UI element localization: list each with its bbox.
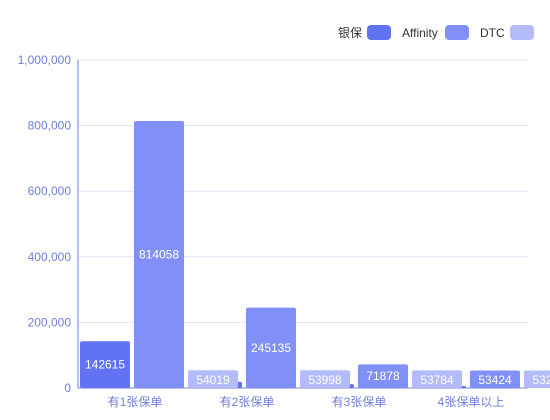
- bar: [188, 370, 238, 388]
- bar: [134, 120, 184, 388]
- bar: [246, 307, 296, 388]
- y-tick-label: 800,000: [28, 119, 72, 133]
- y-tick-label: 1,000,000: [18, 53, 72, 67]
- legend-swatch: [445, 25, 469, 40]
- bar: [524, 370, 550, 388]
- x-axis: 有1张保单 有2张保单 有3张保单 4张保单以上: [108, 395, 505, 409]
- y-tick-label: 200,000: [28, 315, 72, 329]
- bar: [412, 370, 462, 388]
- y-tick-label: 400,000: [28, 250, 72, 264]
- bar: [300, 370, 350, 388]
- x-category-label: 有3张保单: [332, 395, 387, 409]
- legend-label: 银保: [338, 26, 362, 40]
- legend-label: DTC: [480, 26, 505, 40]
- bar-series: [80, 120, 550, 388]
- legend: 银保 Affinity DTC: [338, 25, 534, 40]
- bar-data-label: 54019: [196, 373, 230, 387]
- bar-data-label: 53784: [420, 373, 454, 387]
- legend-swatch: [367, 25, 391, 40]
- bar-data-label: 71878: [366, 369, 400, 383]
- y-axis: 0 200,000 400,000 600,000 800,000 1,000,000: [18, 53, 528, 395]
- legend-label: Affinity: [402, 26, 438, 40]
- y-tick-label: 600,000: [28, 184, 72, 198]
- bar: [358, 364, 408, 388]
- bar-data-label: 53998: [308, 373, 342, 387]
- x-category-label: 有1张保单: [108, 395, 163, 409]
- bar: [80, 341, 130, 388]
- bar-data-label: 142615: [85, 358, 125, 372]
- bar-data-label: 814058: [139, 247, 179, 261]
- legend-swatch: [510, 25, 534, 40]
- bar-data-label: 53224: [532, 373, 550, 387]
- bar: [470, 370, 520, 388]
- x-category-label: 4张保单以上: [438, 395, 505, 409]
- bar-data-label: 53424: [478, 373, 512, 387]
- bar-data-label: 245135: [251, 341, 291, 355]
- x-category-label: 有2张保单: [220, 395, 275, 409]
- data-labels: 142615 814058 245135 71878 53424 54019 53998 53…: [85, 247, 550, 387]
- y-tick-label: 0: [64, 381, 71, 395]
